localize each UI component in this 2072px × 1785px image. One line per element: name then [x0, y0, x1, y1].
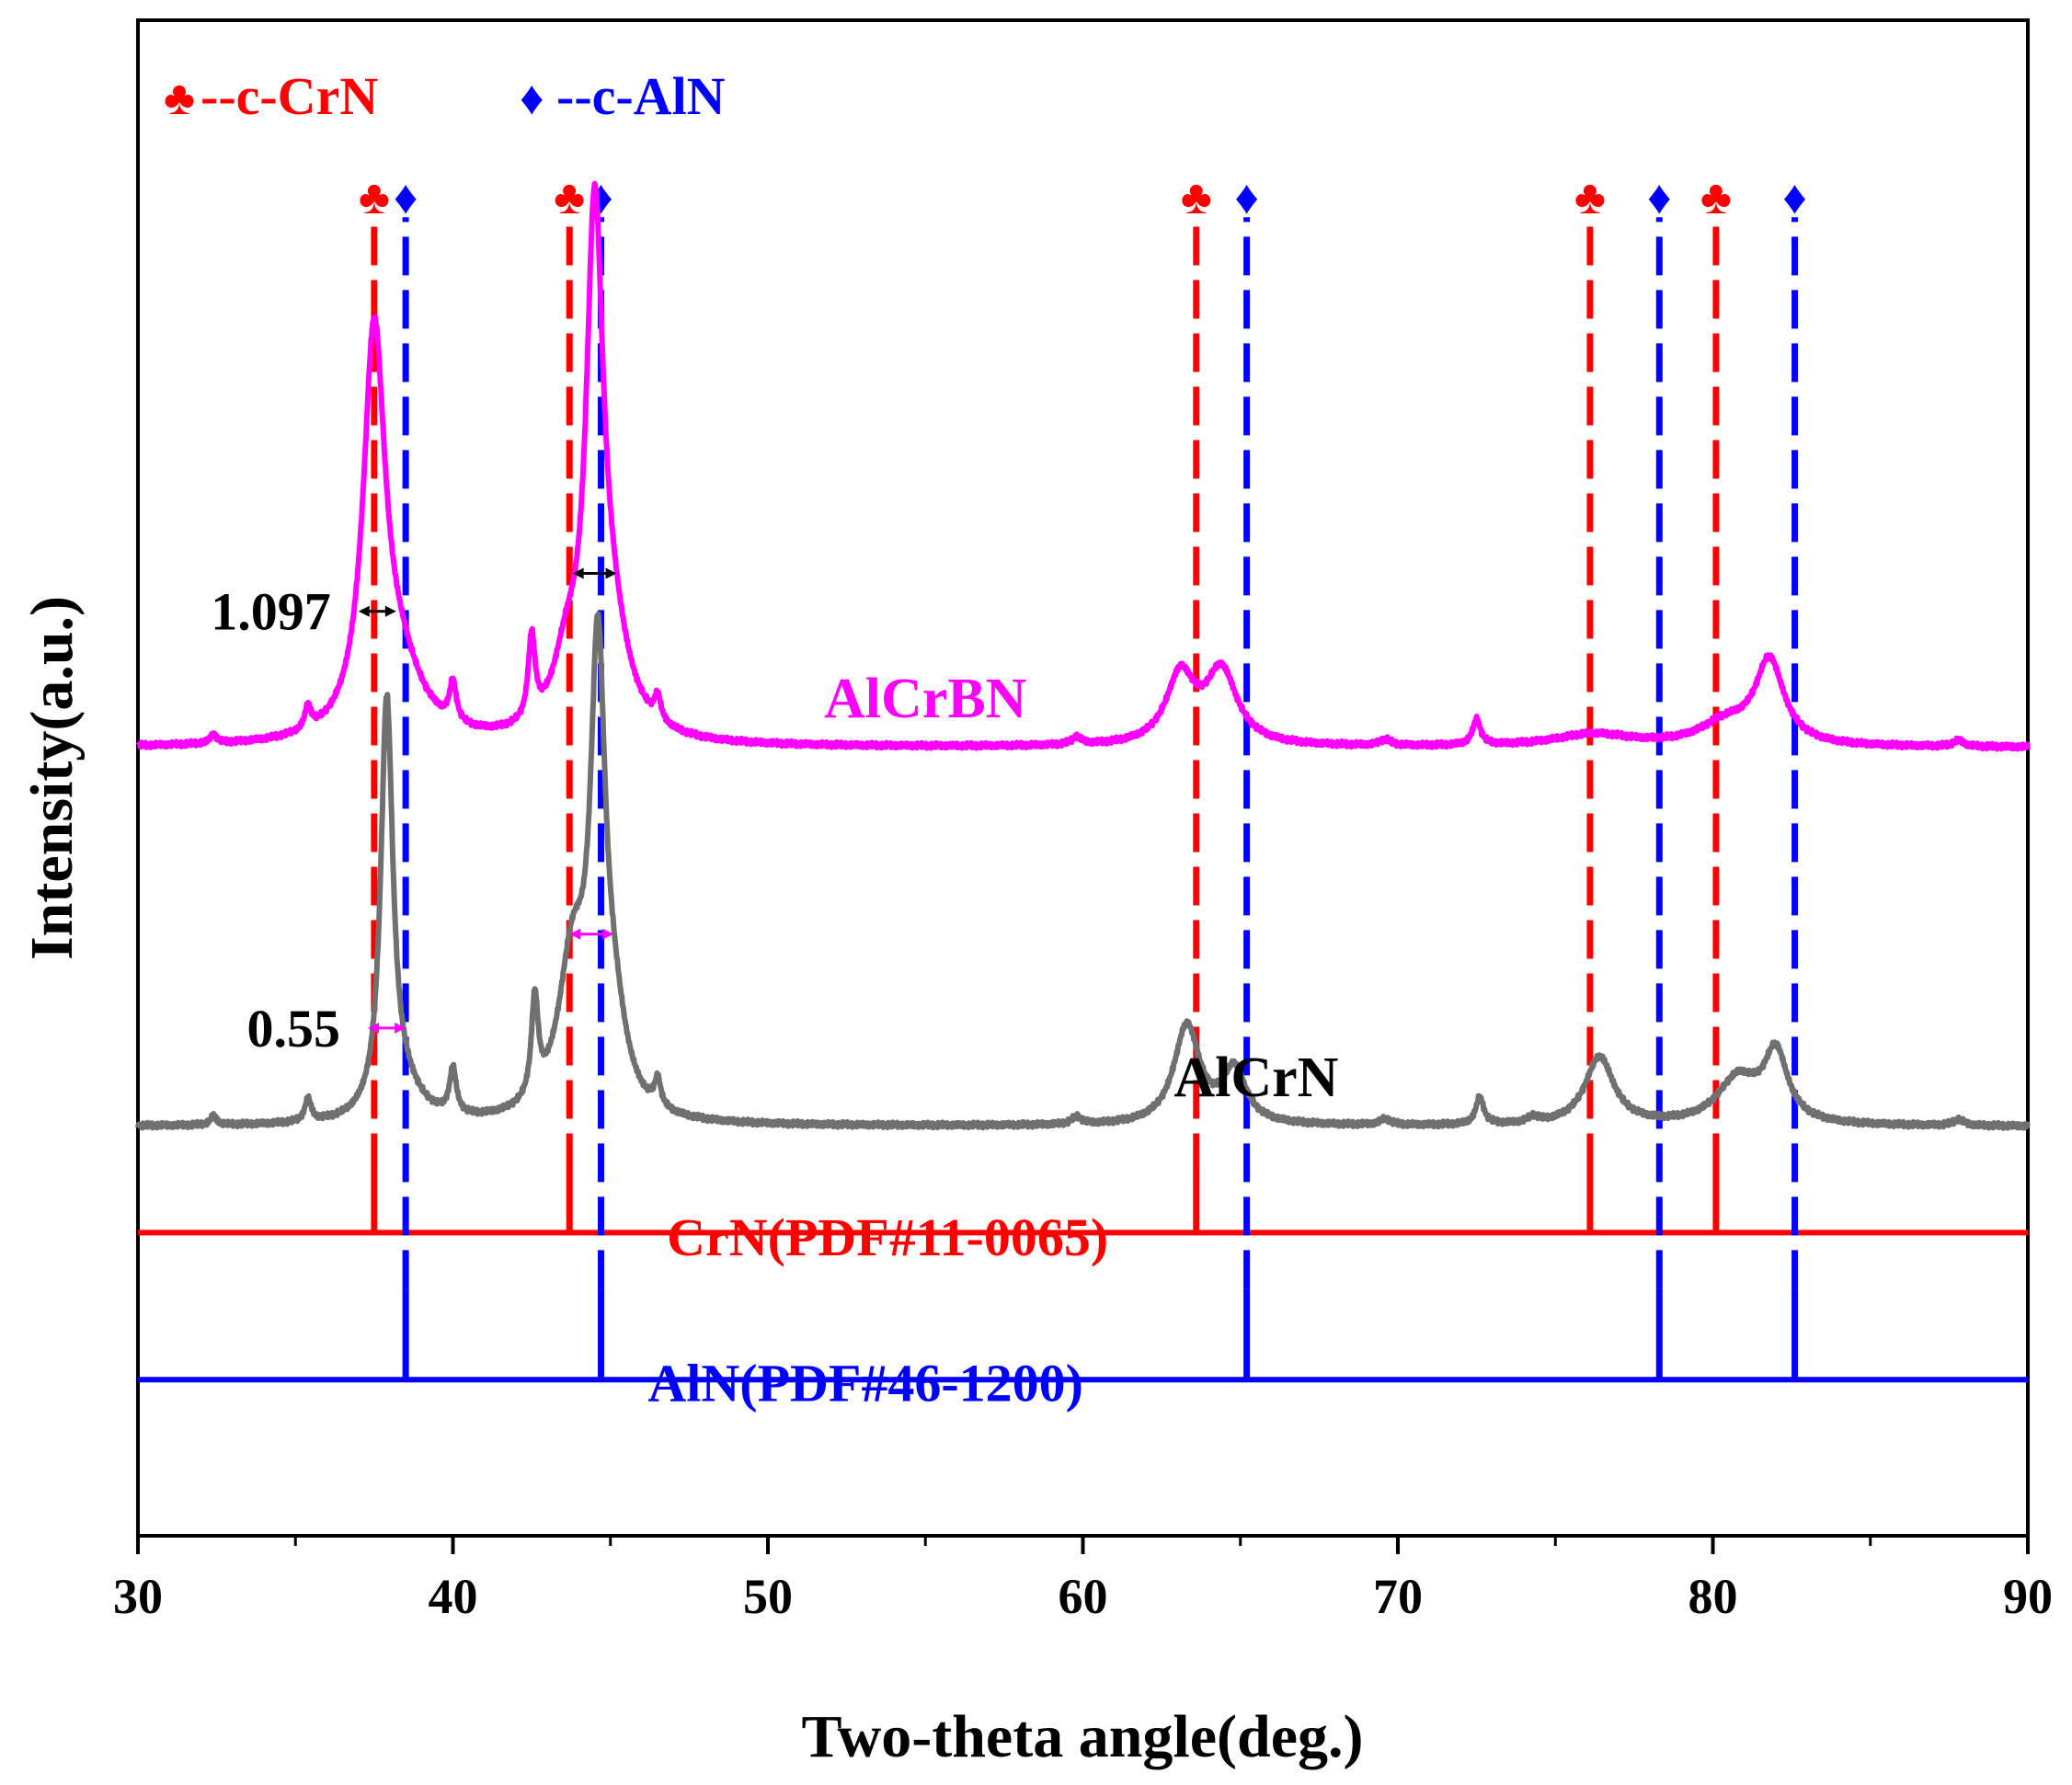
series-alcrn [135, 611, 2031, 1131]
legend-label-1: --c-AlN [556, 66, 726, 126]
fwhm-arrow-head-right [395, 1022, 406, 1034]
x-tick-label: 60 [1059, 1569, 1108, 1624]
fwhm-arrow-head-left [368, 1022, 380, 1034]
x-tick-label: 90 [2003, 1569, 2053, 1624]
series-alcrbn [135, 180, 2031, 752]
phase-marker: ♣ [1181, 172, 1212, 224]
legend-symbol-1: ♦ [520, 73, 544, 125]
phase-marker: ♦ [1782, 172, 1807, 224]
ref-label-1: AlN(PDF#46-1200) [647, 1353, 1083, 1413]
x-tick-label: 40 [429, 1569, 478, 1624]
fwhm-arrow-head-left [569, 928, 581, 940]
x-axis-label: Two-theta angle(deg.) [801, 1703, 1363, 1770]
fwhm-arrow-head-right [602, 928, 614, 940]
plot-area [136, 18, 2030, 1538]
fwhm-arrow-head-left [572, 567, 584, 579]
phase-marker: ♣ [359, 172, 390, 224]
fwhm-arrow-head-right [384, 605, 396, 617]
legend-symbol-0: ♣ [164, 73, 195, 125]
curve-label-alcrbn: AlCrBN [824, 668, 1026, 730]
y-axis-label: Intensity(a.u.) [18, 596, 86, 960]
phase-marker: ♦ [394, 172, 418, 224]
phase-marker: ♣ [1700, 172, 1732, 224]
legend-label-0: --c-CrN [200, 66, 378, 126]
phase-marker: ♣ [554, 172, 585, 224]
x-tick-label: 70 [1373, 1569, 1423, 1624]
x-tick-label: 50 [743, 1569, 793, 1624]
phase-marker: ♣ [1574, 172, 1606, 224]
x-tick-label: 80 [1689, 1569, 1738, 1624]
fwhm-label: 1.097 [211, 582, 331, 642]
phase-marker: ♦ [1234, 172, 1259, 224]
curve-label-alcrn: AlCrN [1173, 1047, 1338, 1109]
fwhm-arrow-head-right [605, 567, 617, 579]
phase-marker: ♦ [1647, 172, 1672, 224]
ref-label-0: CrN(PDF#11-0065) [667, 1207, 1108, 1267]
fwhm-arrow-head-left [358, 605, 370, 617]
x-tick-label: 30 [113, 1569, 163, 1624]
fwhm-label: 0.55 [247, 999, 341, 1058]
